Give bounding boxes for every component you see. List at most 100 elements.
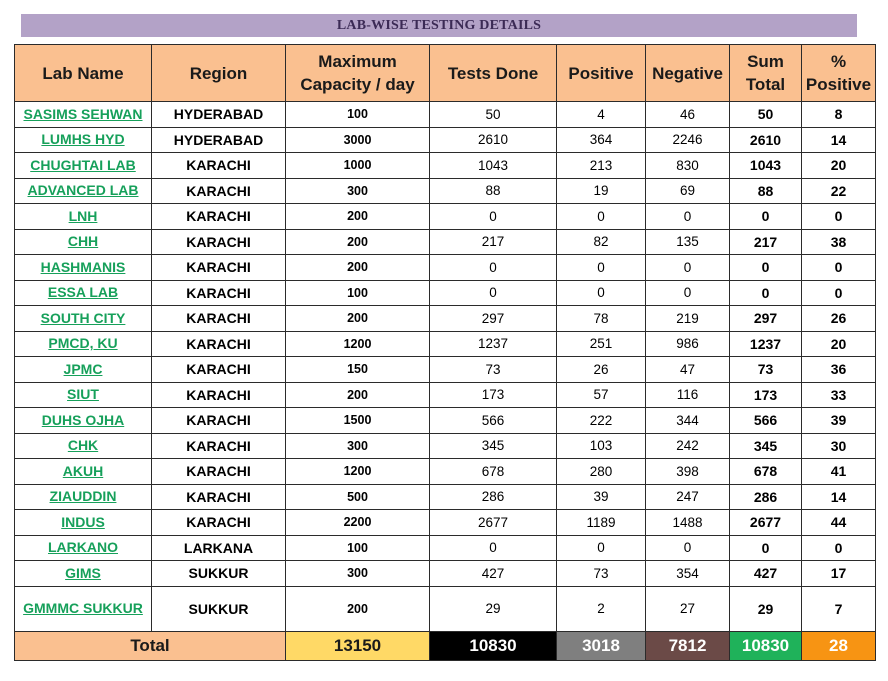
col-header-region: Region — [151, 44, 286, 102]
percent-positive-cell: 22 — [801, 177, 876, 204]
lab-name-link[interactable]: GMMMC SUKKUR — [14, 585, 152, 632]
table-row: DUHS OJHA KARACHI 1500 566 222 344 566 39 — [14, 407, 876, 434]
sum-total-cell: 29 — [729, 585, 802, 632]
capacity-cell: 150 — [285, 356, 430, 383]
lab-name-link[interactable]: ADVANCED LAB — [14, 177, 152, 204]
table-row: CHUGHTAI LAB KARACHI 1000 1043 213 830 1043 20 — [14, 152, 876, 179]
negative-cell: 27 — [645, 585, 730, 632]
negative-cell: 47 — [645, 356, 730, 383]
lab-name-link[interactable]: LNH — [14, 203, 152, 230]
percent-positive-cell: 14 — [801, 483, 876, 510]
lab-name-link[interactable]: AKUH — [14, 458, 152, 485]
total-label: Total — [14, 630, 286, 661]
region-cell: KARACHI — [151, 407, 286, 434]
percent-positive-cell: 20 — [801, 152, 876, 179]
positive-cell: 57 — [556, 381, 646, 408]
positive-cell: 78 — [556, 305, 646, 332]
lab-name-link[interactable]: INDUS — [14, 509, 152, 536]
col-header-tests-done: Tests Done — [429, 44, 557, 102]
lab-name-link[interactable]: DUHS OJHA — [14, 407, 152, 434]
negative-cell: 135 — [645, 228, 730, 255]
positive-cell: 0 — [556, 534, 646, 561]
table-row: AKUH KARACHI 1200 678 280 398 678 41 — [14, 458, 876, 485]
negative-cell: 830 — [645, 152, 730, 179]
tests-done-cell: 29 — [429, 585, 557, 632]
tests-done-cell: 2677 — [429, 509, 557, 536]
percent-positive-cell: 41 — [801, 458, 876, 485]
table-row: ADVANCED LAB KARACHI 300 88 19 69 88 22 — [14, 177, 876, 204]
lab-name-link[interactable]: GIMS — [14, 560, 152, 587]
lab-name-link[interactable]: SIUT — [14, 381, 152, 408]
lab-testing-table: Lab Name Region Maximum Capacity / day T… — [14, 44, 876, 661]
sum-total-cell: 88 — [729, 177, 802, 204]
region-cell: KARACHI — [151, 254, 286, 281]
sum-total-cell: 0 — [729, 534, 802, 561]
sum-total-cell: 0 — [729, 254, 802, 281]
region-cell: SUKKUR — [151, 560, 286, 587]
table-row: HASHMANIS KARACHI 200 0 0 0 0 0 — [14, 254, 876, 281]
percent-positive-cell: 33 — [801, 381, 876, 408]
region-cell: KARACHI — [151, 228, 286, 255]
lab-name-link[interactable]: PMCD, KU — [14, 330, 152, 357]
lab-name-link[interactable]: LUMHS HYD — [14, 126, 152, 153]
lab-name-link[interactable]: CHK — [14, 432, 152, 459]
positive-cell: 103 — [556, 432, 646, 459]
total-positive: 3018 — [556, 630, 646, 661]
table-row: LNH KARACHI 200 0 0 0 0 0 — [14, 203, 876, 230]
capacity-cell: 300 — [285, 432, 430, 459]
sum-total-cell: 566 — [729, 407, 802, 434]
table-row: INDUS KARACHI 2200 2677 1189 1488 2677 44 — [14, 509, 876, 536]
sum-total-cell: 297 — [729, 305, 802, 332]
lab-name-link[interactable]: LARKANO — [14, 534, 152, 561]
lab-name-link[interactable]: CHH — [14, 228, 152, 255]
tests-done-cell: 2610 — [429, 126, 557, 153]
negative-cell: 219 — [645, 305, 730, 332]
lab-name-link[interactable]: HASHMANIS — [14, 254, 152, 281]
lab-name-link[interactable]: CHUGHTAI LAB — [14, 152, 152, 179]
negative-cell: 0 — [645, 279, 730, 306]
tests-done-cell: 173 — [429, 381, 557, 408]
percent-positive-cell: 0 — [801, 279, 876, 306]
sum-total-cell: 0 — [729, 203, 802, 230]
sum-total-cell: 2610 — [729, 126, 802, 153]
capacity-cell: 1500 — [285, 407, 430, 434]
total-capacity: 13150 — [285, 630, 430, 661]
capacity-cell: 2200 — [285, 509, 430, 536]
tests-done-cell: 1237 — [429, 330, 557, 357]
lab-name-link[interactable]: ESSA LAB — [14, 279, 152, 306]
percent-positive-cell: 8 — [801, 101, 876, 128]
table-body: SASIMS SEHWAN HYDERABAD 100 50 4 46 50 8 LUMHS H… — [14, 101, 876, 632]
col-header-percent-positive: % Positive — [801, 44, 876, 102]
negative-cell: 69 — [645, 177, 730, 204]
percent-positive-cell: 7 — [801, 585, 876, 632]
lab-name-link[interactable]: SOUTH CITY — [14, 305, 152, 332]
region-cell: KARACHI — [151, 381, 286, 408]
positive-cell: 0 — [556, 254, 646, 281]
positive-cell: 213 — [556, 152, 646, 179]
sum-total-cell: 1043 — [729, 152, 802, 179]
report-title: LAB-WISE TESTING DETAILS — [21, 14, 857, 37]
sum-total-cell: 2677 — [729, 509, 802, 536]
negative-cell: 0 — [645, 203, 730, 230]
negative-cell: 398 — [645, 458, 730, 485]
capacity-cell: 100 — [285, 101, 430, 128]
capacity-cell: 200 — [285, 228, 430, 255]
col-header-capacity: Maximum Capacity / day — [285, 44, 430, 102]
positive-cell: 82 — [556, 228, 646, 255]
lab-name-link[interactable]: JPMC — [14, 356, 152, 383]
tests-done-cell: 566 — [429, 407, 557, 434]
col-header-positive: Positive — [556, 44, 646, 102]
negative-cell: 2246 — [645, 126, 730, 153]
tests-done-cell: 50 — [429, 101, 557, 128]
table-row: ZIAUDDIN KARACHI 500 286 39 247 286 14 — [14, 483, 876, 510]
negative-cell: 247 — [645, 483, 730, 510]
region-cell: KARACHI — [151, 432, 286, 459]
positive-cell: 26 — [556, 356, 646, 383]
sum-total-cell: 427 — [729, 560, 802, 587]
lab-name-link[interactable]: SASIMS SEHWAN — [14, 101, 152, 128]
negative-cell: 0 — [645, 254, 730, 281]
positive-cell: 39 — [556, 483, 646, 510]
lab-name-link[interactable]: ZIAUDDIN — [14, 483, 152, 510]
tests-done-cell: 297 — [429, 305, 557, 332]
capacity-cell: 200 — [285, 585, 430, 632]
